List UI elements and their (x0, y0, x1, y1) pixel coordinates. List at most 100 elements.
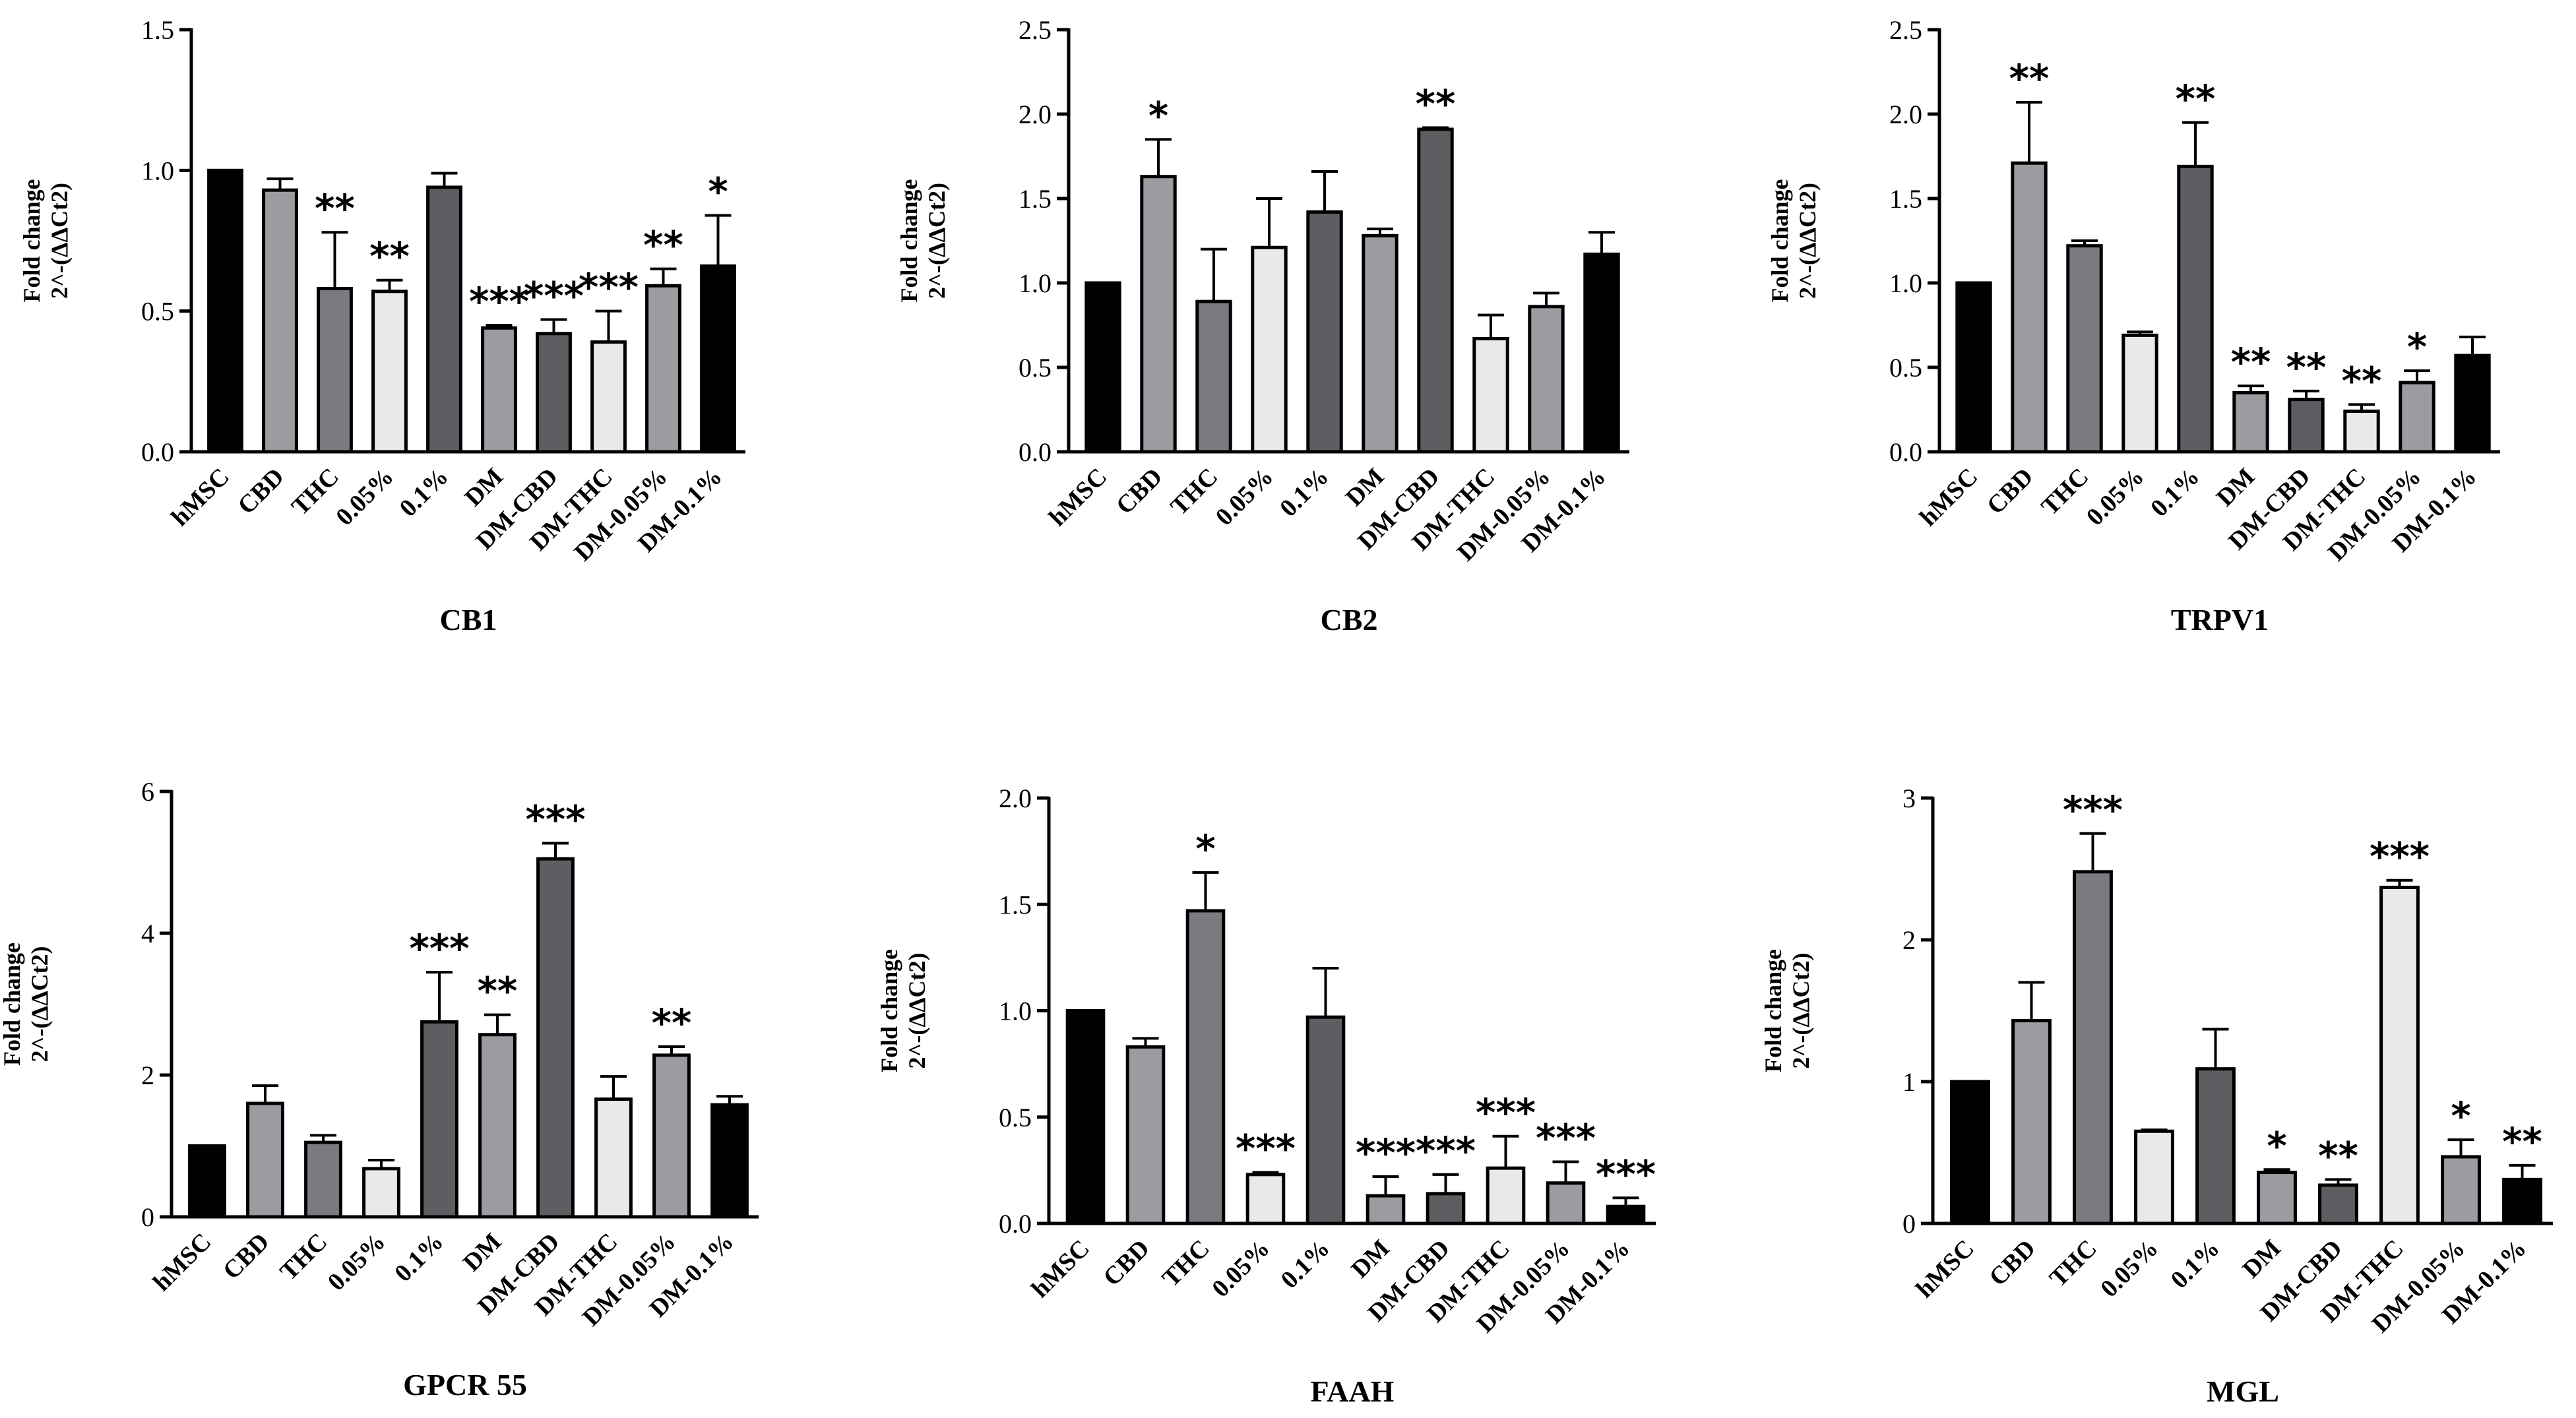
significance-marker: ** (478, 969, 518, 1014)
y-tick-label: 0.5 (141, 297, 174, 326)
y-tick-label: 0.0 (999, 1209, 1032, 1239)
y-axis-title-line1: Fold change (1767, 179, 1793, 302)
chart-gpcr-55: hMSC CBD THC0.05%***0.1%**DM***DM-CBDDM-TH… (0, 777, 759, 1402)
significance-marker: *** (469, 279, 529, 324)
y-axis-title-line1: Fold change (0, 942, 25, 1066)
bar-thc (2066, 244, 2103, 454)
significance-marker: ** (369, 234, 410, 279)
category-label: CBD (1984, 1235, 2040, 1291)
y-axis-title-line2: 2^-(ΔΔCt2) (1794, 183, 1821, 299)
significance-marker: *** (2370, 834, 2430, 879)
y-axis-title-line2: 2^-(ΔΔCt2) (46, 183, 73, 299)
significance-marker: *** (1476, 1090, 1536, 1135)
y-tick-label: 0 (141, 1202, 154, 1232)
y-tick-label: 2 (1902, 925, 1916, 955)
significance-marker: ** (2502, 1119, 2542, 1164)
bar-0-1- (2195, 1067, 2236, 1225)
bar-dm (481, 326, 517, 454)
y-axis-title-line2: 2^-(ΔΔCt2) (924, 183, 950, 299)
category-label: 0.1% (1274, 463, 1334, 522)
bar-dm-cbd (2288, 398, 2325, 454)
category-label: DM (1346, 1235, 1395, 1283)
y-tick-label: 2.0 (1019, 100, 1052, 129)
significance-marker: *** (2063, 787, 2123, 832)
chart-faah: hMSC CBD*THC***0.05% 0.1%***DM***DM-CBD***… (876, 784, 1656, 1408)
bar-dm-cbd (2318, 1183, 2358, 1225)
significance-marker: ** (2286, 345, 2327, 390)
significance-marker: ** (2318, 1133, 2358, 1178)
bar-dm-cbd (1417, 127, 1454, 454)
category-label: 0.1% (1276, 1235, 1335, 1294)
y-axis-title-line2: 2^-(ΔΔCt2) (904, 952, 930, 1068)
bar-dm-0-05- (1546, 1181, 1586, 1225)
bar-0-1- (426, 185, 462, 454)
category-label: 0.1% (394, 463, 454, 522)
bar-dm-0-05- (2399, 381, 2435, 454)
bar-dm (1366, 1194, 1406, 1225)
category-label: 0.05% (323, 1228, 391, 1297)
category-label: hMSC (148, 1228, 216, 1297)
y-tick-label: 1.0 (1889, 268, 1922, 298)
significance-marker: ** (2176, 77, 2216, 121)
significance-marker: *** (526, 797, 586, 842)
bar-dm-thc (1472, 336, 1509, 454)
bar-dm (478, 1033, 517, 1219)
y-tick-label: 1.0 (1019, 268, 1052, 298)
bar-0-1- (1305, 1015, 1346, 1225)
chart-cb1: hMSCCBD**THC**0.05%0.1%***DM***DM-CBD***… (18, 15, 745, 636)
bar-dm-thc (1486, 1166, 1526, 1225)
category-label: 0.05% (1207, 1235, 1275, 1303)
bar-cbd (262, 188, 298, 454)
y-tick-label: 1.5 (1889, 184, 1922, 214)
bar-0-1- (1306, 210, 1343, 454)
category-label: DM (1340, 463, 1389, 512)
bar-dm-thc (2343, 410, 2380, 454)
bar-dm-cbd (536, 857, 575, 1219)
significance-marker: * (2267, 1123, 2286, 1168)
y-tick-label: 0.5 (1889, 353, 1922, 383)
bar-0-05- (1251, 245, 1288, 454)
bar-hmsc (1084, 281, 1121, 454)
bar-cbd (1140, 175, 1177, 454)
bar-dm-cbd (1426, 1192, 1466, 1225)
y-tick-label: 2.0 (999, 784, 1032, 813)
bar-thc (317, 287, 353, 454)
bar-dm-0-05- (645, 284, 681, 454)
bar-dm-thc (594, 1097, 633, 1219)
bar-dm-0-1- (700, 264, 736, 454)
category-label: hMSC (166, 463, 235, 532)
bar-hmsc (1950, 1080, 1990, 1225)
bar-0-05- (362, 1167, 400, 1219)
bar-thc (1195, 299, 1232, 454)
chart-title: CB2 (1321, 603, 1378, 636)
bar-dm-0-1- (2502, 1177, 2542, 1225)
chart-title: CB1 (440, 603, 497, 636)
y-tick-label: 2.5 (1889, 15, 1922, 45)
category-label: CBD (1098, 1235, 1154, 1291)
y-axis-title-line2: 2^-(ΔΔCt2) (1788, 952, 1814, 1068)
y-tick-label: 0.5 (999, 1103, 1032, 1132)
bar-cbd (246, 1101, 284, 1219)
bar-dm-0-05- (652, 1053, 691, 1219)
y-tick-label: 2 (141, 1061, 154, 1090)
bar-thc (1185, 909, 1226, 1225)
y-axis-title-line1: Fold change (18, 179, 45, 302)
bar-cbd (1125, 1045, 1166, 1225)
y-axis-title-line1: Fold change (1760, 949, 1786, 1072)
category-label: 0.05% (1210, 463, 1279, 532)
bar-dm (2257, 1171, 2297, 1225)
category-label: DM (2237, 1235, 2286, 1283)
bar-hmsc (1955, 281, 1992, 454)
bar-dm (2232, 390, 2269, 454)
bar-thc (2073, 870, 2113, 1225)
significance-marker: *** (1596, 1152, 1656, 1196)
category-label: 0.1% (2145, 463, 2205, 522)
bar-thc (304, 1140, 342, 1219)
significance-marker: *** (524, 273, 584, 318)
bar-cbd (2011, 1019, 2052, 1225)
bar-hmsc (1065, 1009, 1106, 1225)
category-label: 0.05% (2081, 463, 2150, 532)
category-label: 0.05% (330, 463, 399, 532)
category-label: CBD (1982, 463, 2038, 520)
significance-marker: *** (579, 265, 639, 310)
